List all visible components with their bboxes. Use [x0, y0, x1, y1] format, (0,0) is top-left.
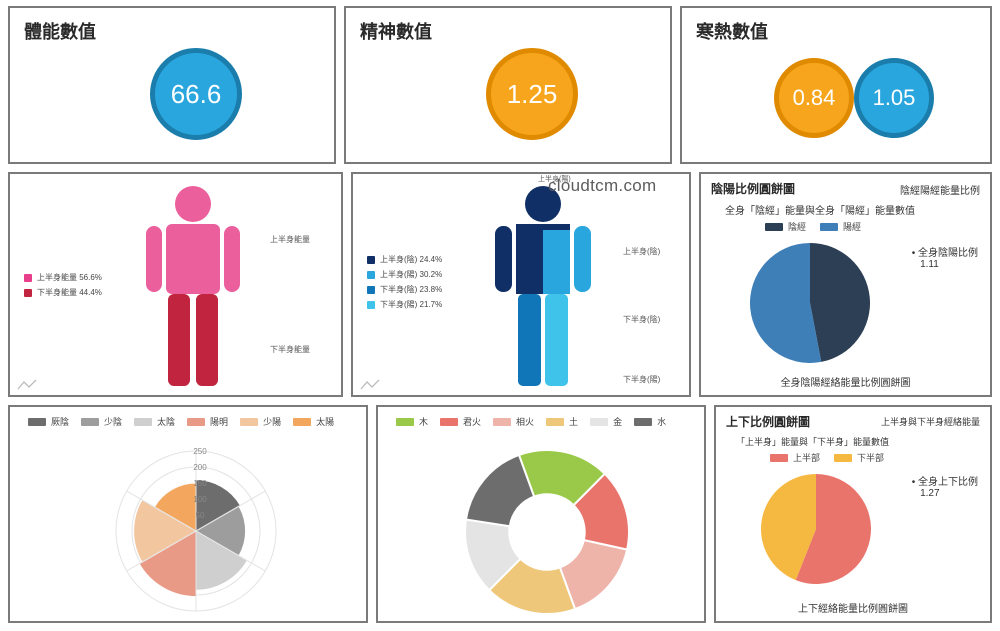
svg-text:50: 50	[196, 511, 205, 520]
updown-caption: 上下經絡能量比例圓餅圖	[716, 600, 990, 615]
mental-value: 1.25	[507, 79, 558, 110]
yinyang-caption: 全身陰陽經絡能量比例圓餅圖	[701, 374, 990, 389]
yinyang-desc: 全身「陰經」能量與全身「陽經」能量數值	[725, 202, 915, 217]
updown-desc: 「上半身」能量與「下半身」能量數值	[736, 435, 889, 448]
legend-upper: 上半部	[770, 451, 820, 464]
legend-d5: 金	[590, 415, 622, 428]
legend-pink-upper: 上半身能量 56.6%	[24, 272, 102, 283]
svg-text:200: 200	[193, 463, 207, 472]
svg-text:250: 250	[193, 447, 207, 456]
coldheat-value-a: 0.84	[793, 85, 836, 111]
person-pink-icon	[138, 182, 248, 392]
label-blue-lyin: 下半身(陰)	[623, 314, 660, 325]
mental-circle: 1.25	[486, 48, 578, 140]
legend-r6: 太陽	[293, 415, 334, 428]
panel-body-pink: 上半身能量 56.6% 下半身能量 44.4% 上半身能量 下半身能量	[8, 172, 343, 397]
legend-lower: 下半部	[834, 451, 884, 464]
radar-chart: 50 100 150 200 250	[106, 441, 286, 621]
svg-text:100: 100	[193, 495, 207, 504]
panel-yinyang-pie: 陰陽比例圓餅圖 陰經陽經能量比例 全身「陰經」能量與全身「陽經」能量數值 陰經 …	[699, 172, 992, 397]
yinyang-ratio: • 全身陰陽比例 1.11	[912, 244, 978, 270]
legend-blue-3: 下半身(陰) 23.8%	[367, 284, 442, 295]
legend-d2: 君火	[440, 415, 481, 428]
panel-donut: 木 君火 相火 土 金 水	[376, 405, 706, 623]
legend-yin: 陰經	[765, 220, 806, 233]
updown-ratio: • 全身上下比例 1.27	[912, 473, 978, 499]
panel-physical: 體能數值 66.6	[8, 6, 336, 164]
panel-physical-title: 體能數值	[24, 18, 96, 44]
legend-d6: 水	[634, 415, 666, 428]
svg-text:150: 150	[193, 479, 207, 488]
legend-pink-lower: 下半身能量 44.4%	[24, 287, 102, 298]
label-blue-uyin: 上半身(陰)	[623, 246, 660, 257]
legend-blue-1: 上半身(陰) 24.4%	[367, 254, 442, 265]
label-pink-upper: 上半身能量	[270, 234, 310, 245]
logo-icon	[359, 379, 381, 391]
panel-updown-pie: 上下比例圓餅圖 上半身與下半身經絡能量 「上半身」能量與「下半身」能量數值 上半…	[714, 405, 992, 623]
person-blue-icon	[483, 182, 603, 392]
legend-r3: 太陰	[134, 415, 175, 428]
donut-chart	[458, 443, 636, 621]
panel-radar: 厥陰 少陰 太陰 陽明 少陽 太陽 50 100 150 200 250	[8, 405, 368, 623]
panel-mental-title: 精神數值	[360, 18, 432, 44]
panel-body-blue: 上半身(陰) 24.4% 上半身(陽) 30.2% 下半身(陰) 23.8% 下…	[351, 172, 691, 397]
yinyang-pie-chart	[745, 238, 875, 368]
label-pink-lower: 下半身能量	[270, 344, 310, 355]
legend-blue-4: 下半身(陽) 21.7%	[367, 299, 442, 310]
legend-r1: 厥陰	[28, 415, 69, 428]
label-blue-lyang: 下半身(陽)	[623, 374, 660, 385]
panel-coldheat-title: 寒熱數值	[696, 18, 768, 44]
legend-r4: 陽明	[187, 415, 228, 428]
legend-yang: 陽經	[820, 220, 861, 233]
coldheat-circle-b: 1.05	[854, 58, 934, 138]
legend-r2: 少陰	[81, 415, 122, 428]
legend-d4: 土	[546, 415, 578, 428]
logo-icon	[16, 379, 38, 391]
legend-blue-2: 上半身(陽) 30.2%	[367, 269, 442, 280]
updown-pie-chart	[756, 469, 876, 589]
panel-coldheat: 寒熱數值 0.84 1.05	[680, 6, 992, 164]
legend-d3: 相火	[493, 415, 534, 428]
panel-mental: 精神數值 1.25	[344, 6, 672, 164]
yinyang-title: 陰陽比例圓餅圖	[711, 180, 795, 197]
coldheat-value-b: 1.05	[873, 85, 916, 111]
coldheat-circle-a: 0.84	[774, 58, 854, 138]
yinyang-subtitle: 陰經陽經能量比例	[900, 182, 980, 197]
physical-value: 66.6	[171, 79, 222, 110]
updown-subtitle: 上半身與下半身經絡能量	[881, 415, 980, 428]
watermark-text: cloudtcm.com	[548, 176, 656, 196]
physical-circle: 66.6	[150, 48, 242, 140]
legend-r5: 少陽	[240, 415, 281, 428]
updown-title: 上下比例圓餅圖	[726, 413, 810, 430]
legend-d1: 木	[396, 415, 428, 428]
